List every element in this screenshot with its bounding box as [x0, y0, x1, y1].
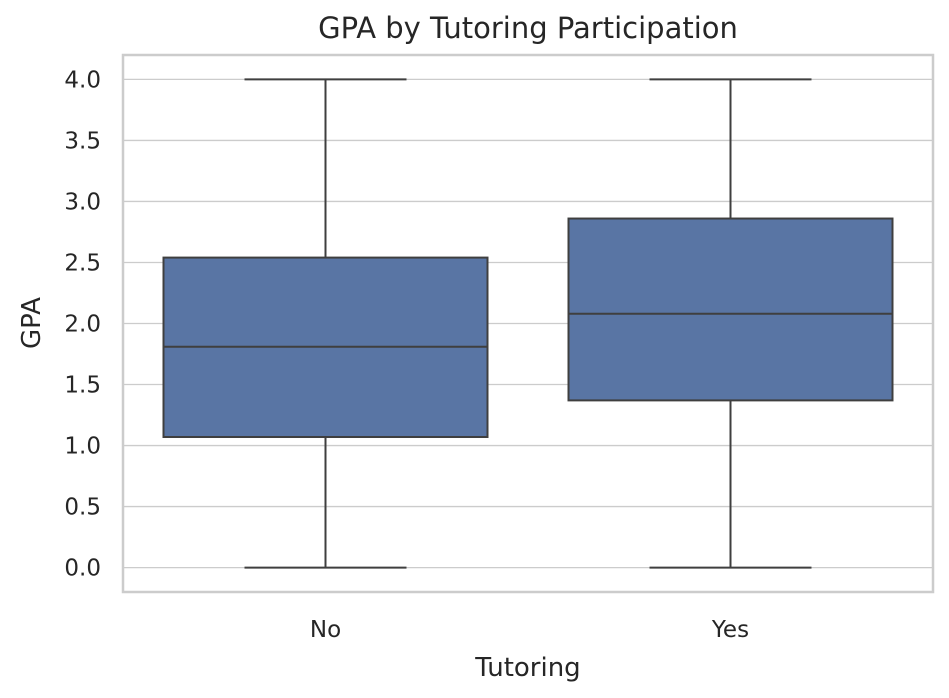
- plot-frame: [121, 53, 935, 594]
- boxplot-no: [162, 78, 489, 569]
- y-tick-label: 3.0: [64, 189, 101, 215]
- x-tick-label: No: [310, 617, 341, 643]
- y-tick-label: 0.5: [64, 495, 101, 521]
- x-tick-labels: No Yes: [310, 617, 749, 643]
- y-tick-label: 2.5: [64, 250, 101, 276]
- x-tick-label: Yes: [711, 617, 749, 643]
- y-tick-label: 1.5: [64, 373, 101, 399]
- x-axis-label: Tutoring: [474, 653, 580, 683]
- y-tick-label: 2.0: [64, 312, 101, 338]
- chart-title: GPA by Tutoring Participation: [318, 11, 738, 45]
- y-tick-labels: 0.0 0.5 1.0 1.5 2.0 2.5 3.0 3.5 4.0: [64, 67, 101, 581]
- y-tick-label: 0.0: [64, 556, 101, 582]
- y-tick-label: 1.0: [64, 434, 101, 460]
- y-tick-label: 3.5: [64, 128, 101, 154]
- box-iqr: [567, 217, 894, 402]
- boxplot-yes: [567, 78, 894, 569]
- y-axis-label: GPA: [17, 297, 47, 349]
- y-tick-label: 4.0: [64, 67, 101, 93]
- boxplots: [162, 78, 894, 569]
